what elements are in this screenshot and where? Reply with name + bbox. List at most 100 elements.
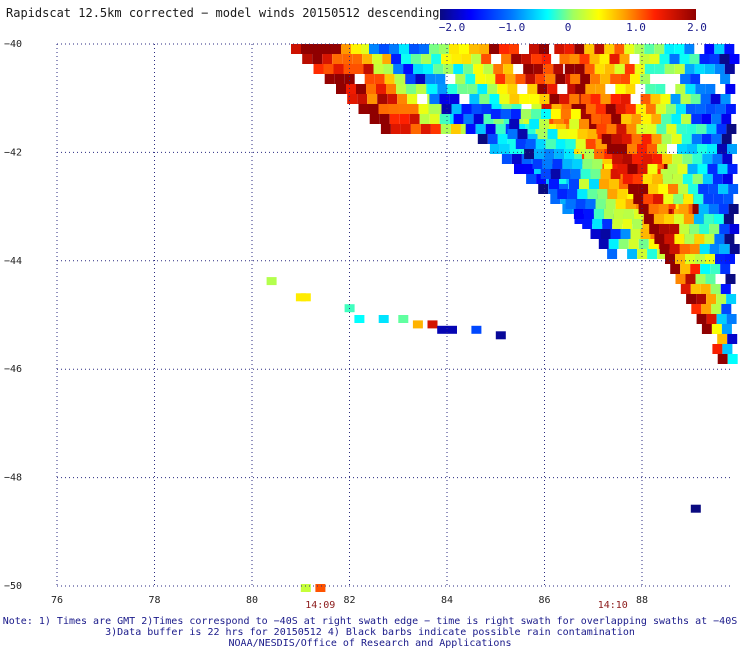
wind-cell xyxy=(654,234,665,244)
wind-cell xyxy=(552,159,563,169)
wind-cell xyxy=(451,54,462,64)
wind-cell xyxy=(701,304,712,314)
wind-cell xyxy=(702,154,713,164)
wind-cell xyxy=(700,94,711,104)
wind-cell xyxy=(651,114,662,124)
wind-cell xyxy=(690,284,701,294)
wind-cell xyxy=(663,194,674,204)
latitude-tick-label: −50 xyxy=(4,581,22,592)
wind-cell xyxy=(567,84,578,94)
wind-cell xyxy=(469,94,480,104)
wind-cell xyxy=(722,174,733,184)
wind-cell xyxy=(481,104,492,114)
wind-cell xyxy=(311,44,321,54)
wind-cell xyxy=(604,64,615,74)
wind-cell xyxy=(531,54,542,64)
wind-cell xyxy=(665,254,675,264)
wind-cell xyxy=(412,320,423,329)
wind-cell xyxy=(549,179,559,189)
wind-cell xyxy=(600,94,611,104)
wind-cell xyxy=(723,194,734,204)
wind-cell xyxy=(394,74,405,84)
wind-cell xyxy=(380,124,391,134)
wind-cell xyxy=(605,199,616,209)
wind-cell xyxy=(708,204,719,214)
wind-cell xyxy=(722,344,733,354)
wind-cell xyxy=(398,315,409,323)
wind-cell xyxy=(515,74,526,84)
wind-cell xyxy=(610,169,621,179)
wind-cell xyxy=(680,284,691,294)
wind-cell xyxy=(632,154,643,164)
wind-cell xyxy=(617,164,628,174)
wind-cell xyxy=(610,74,621,84)
wind-cell xyxy=(369,114,380,124)
wind-cell xyxy=(589,179,599,189)
longitude-tick-label: 86 xyxy=(538,595,550,606)
wind-cell xyxy=(725,274,736,284)
wind-cell xyxy=(713,214,724,224)
wind-cell xyxy=(617,189,628,199)
wind-cell xyxy=(610,229,621,239)
wind-cell xyxy=(728,184,739,194)
wind-cell xyxy=(332,54,343,64)
wind-cell xyxy=(609,54,620,64)
latitude-tick-label: −48 xyxy=(4,473,22,484)
wind-cell xyxy=(653,214,664,224)
wind-cell xyxy=(691,114,702,124)
wind-cell xyxy=(596,124,607,134)
wind-cell xyxy=(483,64,494,74)
wind-cell xyxy=(685,274,696,284)
wind-cell xyxy=(584,64,595,74)
wind-cell xyxy=(673,194,684,204)
wind-cell xyxy=(530,109,541,119)
wind-cell xyxy=(676,124,687,134)
map-title: Rapidscat 12.5km corrected − model winds… xyxy=(6,6,440,20)
wind-cell xyxy=(659,224,670,234)
wind-cell xyxy=(479,44,489,54)
wind-cell xyxy=(651,134,662,144)
wind-cell xyxy=(671,134,682,144)
wind-cell xyxy=(457,84,468,94)
wind-cell xyxy=(631,114,642,124)
wind-cell xyxy=(554,149,565,159)
wind-cell xyxy=(681,134,692,144)
wind-cell xyxy=(559,94,570,104)
wind-cell xyxy=(650,94,661,104)
wind-cell xyxy=(590,94,601,104)
wind-cell xyxy=(461,104,472,114)
wind-cell xyxy=(643,194,654,204)
wind-cell xyxy=(594,149,605,159)
wind-cell xyxy=(627,249,638,259)
wind-cell xyxy=(696,294,707,304)
wind-cell xyxy=(537,84,548,94)
wind-cell xyxy=(621,114,632,124)
wind-cell xyxy=(347,94,358,104)
wind-cell xyxy=(376,84,386,94)
wind-cell xyxy=(575,199,586,209)
wind-cell xyxy=(439,94,450,104)
wind-cell xyxy=(691,304,702,314)
wind-cell xyxy=(697,164,708,174)
wind-cell xyxy=(429,44,439,54)
wind-cell xyxy=(503,64,514,74)
wind-cell xyxy=(622,174,633,184)
colorbar xyxy=(440,9,696,20)
wind-cell xyxy=(555,74,566,84)
wind-cell xyxy=(701,114,712,124)
wind-cell xyxy=(524,164,534,174)
wind-cell xyxy=(575,139,586,149)
wind-cell xyxy=(698,184,709,194)
wind-cell xyxy=(570,109,581,119)
wind-cell xyxy=(333,64,344,74)
wind-cell xyxy=(680,94,691,104)
wind-cell xyxy=(526,174,537,184)
latitude-labels: −40 −42 −44 −46 −48 −50 xyxy=(4,39,22,592)
wind-cell xyxy=(545,139,556,149)
wind-cell xyxy=(409,114,420,124)
wind-cell xyxy=(569,54,580,64)
wind-cell xyxy=(575,84,586,94)
swath-cells xyxy=(266,44,740,592)
wind-cell xyxy=(598,239,609,249)
wind-cell xyxy=(727,144,737,154)
